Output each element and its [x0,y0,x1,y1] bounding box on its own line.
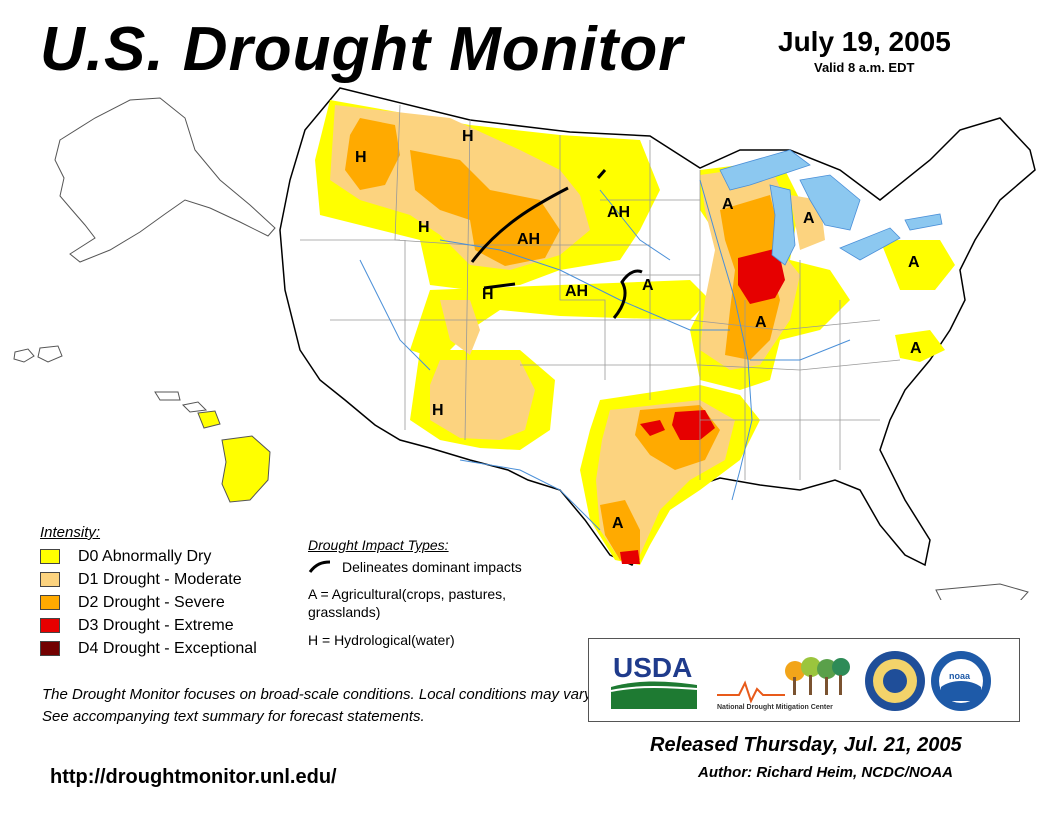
legend-label: D4 Drought - Exceptional [78,639,257,657]
map-date: July 19, 2005 [778,26,951,57]
map-label: H [482,286,494,303]
legend-row-d1: D1 Drought - Moderate [40,568,300,591]
map-label: H [462,128,474,145]
legend-swatch-d4 [40,641,60,656]
map-label: A [722,196,734,213]
website-link[interactable]: http://droughtmonitor.unl.edu/ [50,766,337,788]
state-lines [300,104,901,480]
noaa-logo: noaa [931,651,991,711]
usda-logo-text: USDA [613,652,692,683]
legend-label: D2 Drought - Severe [78,593,225,611]
map-label: H [355,149,367,166]
legend-title: Intensity: [40,524,101,541]
impact-line-row: Delineates dominant impacts [308,559,568,575]
usda-logo: USDA [610,652,698,709]
map-label: AH [565,283,588,300]
impact-types-legend: Drought Impact Types: Delineates dominan… [308,537,568,649]
map-label: A [910,340,922,357]
puerto-rico-shape [935,583,1029,600]
legend-swatch-d0 [40,549,60,564]
hawaii-shape [13,345,271,503]
released-date: Released Thursday, Jul. 21, 2005 [650,734,962,756]
legend-row-d2: D2 Drought - Severe [40,591,300,614]
valid-time: Valid 8 a.m. EDT [814,60,915,75]
map-label: A [755,314,767,331]
d3-areas [620,248,785,564]
impact-line-label: Delineates dominant impacts [342,559,522,575]
doc-seal-logo [865,651,925,711]
map-label: H [418,219,430,236]
impact-title: Drought Impact Types: [308,537,449,553]
logo-strip: USDA National Drought Mitigation Center [610,651,991,711]
legend-label: D0 Abnormally Dry [78,547,212,565]
impact-boundary-lines [470,169,643,319]
legend-row-d0: D0 Abnormally Dry [40,545,300,568]
legend-label: D3 Drought - Extreme [78,616,234,634]
map-label: A [803,210,815,227]
legend-row-d4: D4 Drought - Exceptional [40,637,300,660]
legend-swatch-d3 [40,618,60,633]
ndmc-logo-text: National Drought Mitigation Center [717,704,833,711]
map-label: A [908,254,920,271]
legend-swatch-d1 [40,572,60,587]
legend-swatch-d2 [40,595,60,610]
ndmc-logo: National Drought Mitigation Center [717,657,850,711]
noaa-logo-text: noaa [949,671,971,681]
map-label: AH [517,231,540,248]
legend-label: D1 Drought - Moderate [78,570,242,588]
map-label: A [642,277,654,294]
map-label: A [612,515,624,532]
impact-agricultural: A = Agricultural(crops, pastures, grassl… [308,586,507,620]
legend-row-d3: D3 Drought - Extreme [40,614,300,637]
page-title: U.S. Drought Monitor [40,15,684,84]
drought-map: H H H AH AH H AH A H A A A A A A [13,87,1036,600]
intensity-legend: Intensity: D0 Abnormally Dry D1 Drought … [40,524,300,660]
alaska-shape [54,97,276,263]
boundary-line-icon [308,560,331,573]
great-lakes [719,149,943,266]
disclaimer-text: The Drought Monitor focuses on broad-sca… [42,686,595,725]
impact-labels: H H H AH AH H AH A H A A A A A A [355,128,922,532]
impact-hydrological: H = Hydrological(water) [308,632,455,648]
author-credit: Author: Richard Heim, NCDC/NOAA [698,764,954,781]
map-label: AH [607,204,630,221]
rivers [359,179,851,531]
partner-logos: USDA National Drought Mitigation Center [588,638,1020,722]
map-label: H [432,402,444,419]
